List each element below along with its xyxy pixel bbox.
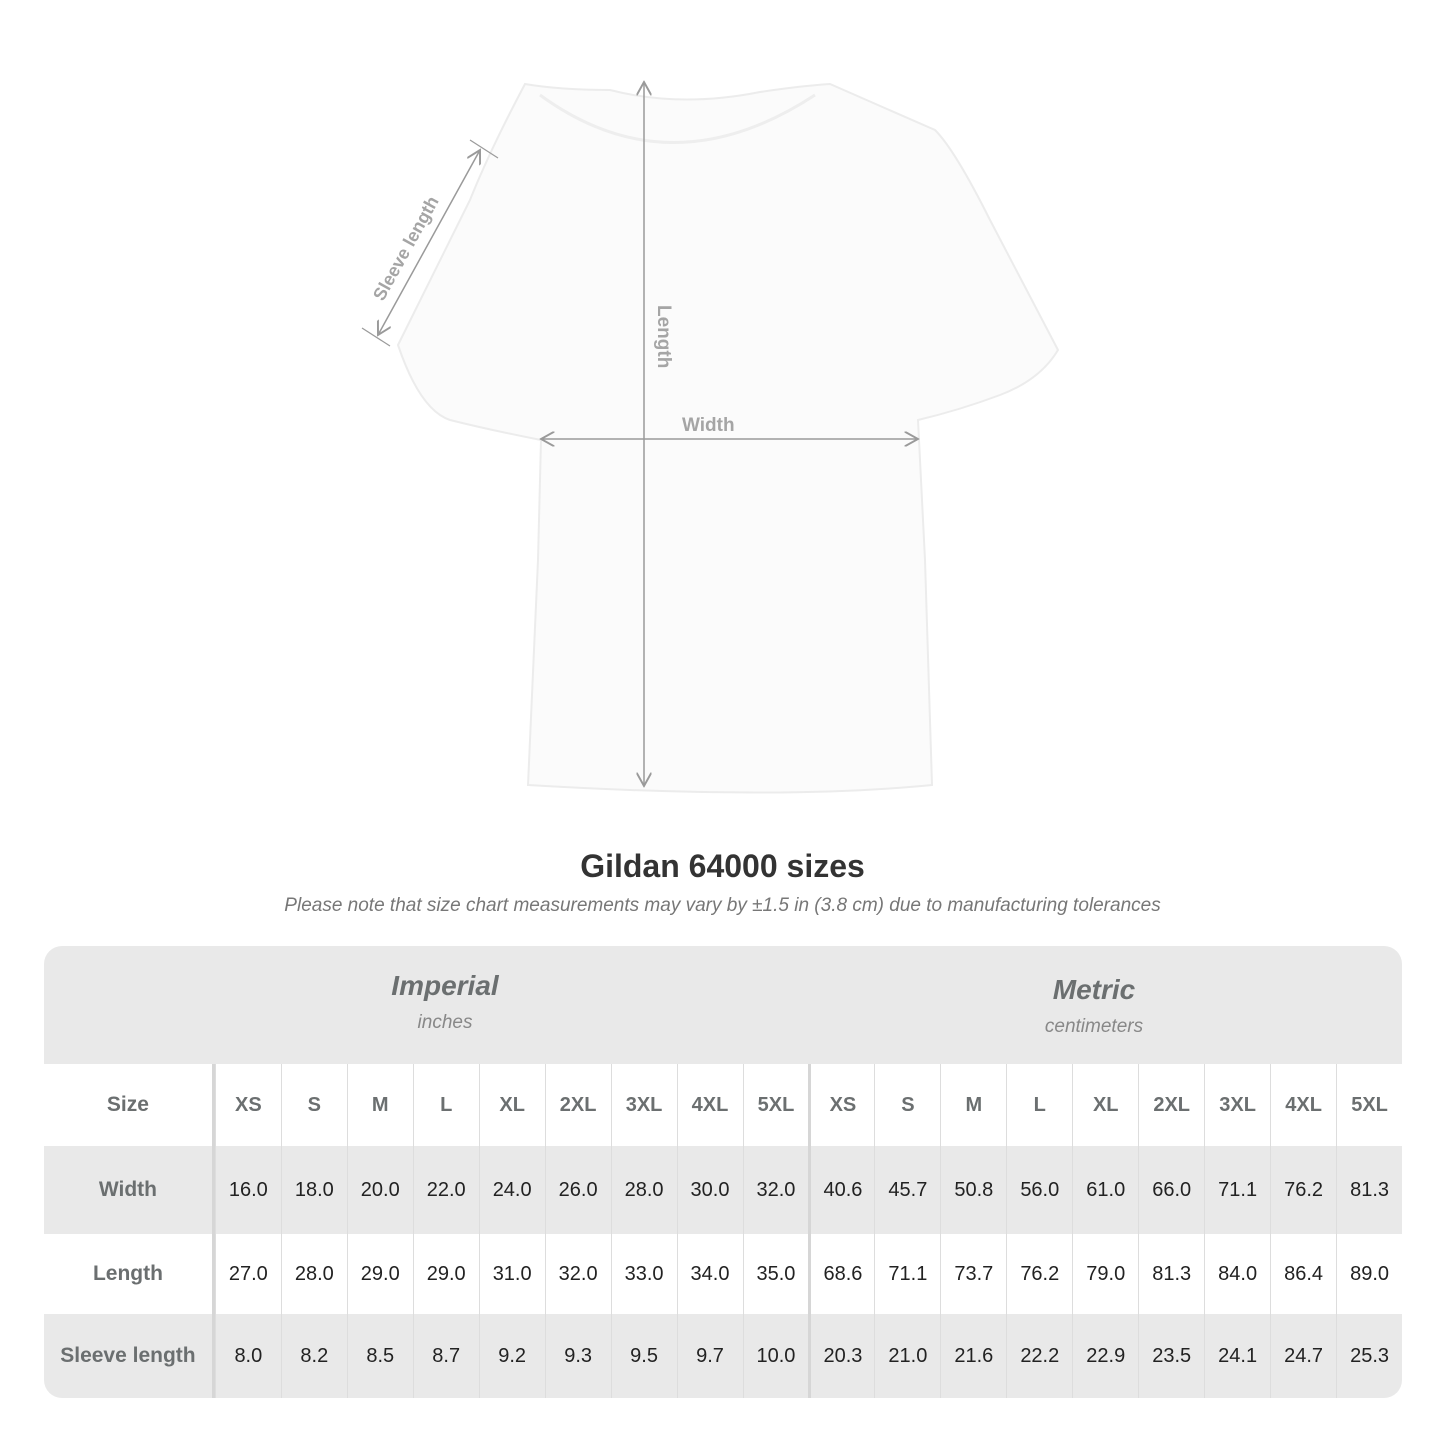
size-header-cell: 5XL bbox=[742, 1064, 809, 1146]
value-cell: 28.0 bbox=[610, 1146, 677, 1234]
value-cell: 8.7 bbox=[412, 1314, 479, 1398]
value-cell: 23.5 bbox=[1138, 1314, 1204, 1398]
size-header-row: Size XS S M L XL 2XL 3XL 4XL 5XL XS S M L XL 2XL 3XL 4XL 5… bbox=[44, 1064, 1402, 1146]
value-cell: 34.0 bbox=[676, 1234, 743, 1314]
value-cell: 31.0 bbox=[478, 1234, 545, 1314]
value-cell: 40.6 bbox=[808, 1146, 874, 1234]
value-cell: 20.0 bbox=[346, 1146, 413, 1234]
value-cell: 24.7 bbox=[1270, 1314, 1336, 1398]
imperial-header: Imperial inches bbox=[215, 970, 675, 1034]
size-header-cell: L bbox=[412, 1064, 479, 1146]
value-cell: 8.0 bbox=[214, 1314, 281, 1398]
value-cell: 76.2 bbox=[1270, 1146, 1336, 1234]
value-cell: 26.0 bbox=[544, 1146, 611, 1234]
value-cell: 22.2 bbox=[1006, 1314, 1072, 1398]
value-cell: 25.3 bbox=[1336, 1314, 1402, 1398]
value-cell: 9.3 bbox=[544, 1314, 611, 1398]
table-row: Sleeve length 8.0 8.2 8.5 8.7 9.2 9.3 9.5 9.7 10.… bbox=[44, 1314, 1402, 1398]
value-cell: 81.3 bbox=[1336, 1146, 1402, 1234]
metric-unit: centimeters bbox=[1044, 1016, 1144, 1037]
value-cell: 8.5 bbox=[346, 1314, 413, 1398]
value-cell: 24.0 bbox=[478, 1146, 545, 1234]
size-header-cell: XS bbox=[214, 1064, 281, 1146]
size-header-cell: 4XL bbox=[1270, 1064, 1336, 1146]
value-cell: 45.7 bbox=[874, 1146, 940, 1234]
value-cell: 32.0 bbox=[742, 1146, 809, 1234]
size-header-cell: 3XL bbox=[1204, 1064, 1270, 1146]
size-header-cell: XS bbox=[808, 1064, 874, 1146]
tshirt-diagram: Sleeve length Length Width bbox=[361, 0, 1060, 794]
size-table: Imperial inches Metric centimeters Size X… bbox=[44, 946, 1402, 1398]
value-cell: 8.2 bbox=[280, 1314, 347, 1398]
value-cell: 27.0 bbox=[214, 1234, 281, 1314]
width-label: Width bbox=[682, 415, 735, 436]
imperial-unit: inches bbox=[417, 1012, 473, 1033]
sleeve-arrow bbox=[378, 150, 480, 335]
value-cell: 9.2 bbox=[478, 1314, 545, 1398]
row-label: Length bbox=[44, 1234, 215, 1314]
size-header-cell: 2XL bbox=[1138, 1064, 1204, 1146]
value-cell: 21.6 bbox=[940, 1314, 1006, 1398]
value-cell: 18.0 bbox=[280, 1146, 347, 1234]
row-label: Width bbox=[44, 1146, 215, 1234]
value-cell: 81.3 bbox=[1138, 1234, 1204, 1314]
size-header-cell: S bbox=[280, 1064, 347, 1146]
size-header-cell: 4XL bbox=[676, 1064, 743, 1146]
value-cell: 66.0 bbox=[1138, 1146, 1204, 1234]
size-header-cell: 2XL bbox=[544, 1064, 611, 1146]
size-header-cell: 5XL bbox=[1336, 1064, 1402, 1146]
metric-header: Metric centimeters bbox=[864, 974, 1324, 1038]
value-cell: 10.0 bbox=[742, 1314, 809, 1398]
size-header-cell: 3XL bbox=[610, 1064, 677, 1146]
value-cell: 9.5 bbox=[610, 1314, 677, 1398]
row-label: Sleeve length bbox=[44, 1314, 215, 1398]
value-cell: 84.0 bbox=[1204, 1234, 1270, 1314]
value-cell: 22.0 bbox=[412, 1146, 479, 1234]
value-cell: 29.0 bbox=[346, 1234, 413, 1314]
value-cell: 30.0 bbox=[676, 1146, 743, 1234]
value-cell: 21.0 bbox=[874, 1314, 940, 1398]
imperial-title: Imperial bbox=[391, 970, 499, 1001]
value-cell: 71.1 bbox=[874, 1234, 940, 1314]
value-cell: 61.0 bbox=[1072, 1146, 1138, 1234]
value-cell: 32.0 bbox=[544, 1234, 611, 1314]
value-cell: 56.0 bbox=[1006, 1146, 1072, 1234]
value-cell: 68.6 bbox=[808, 1234, 874, 1314]
chart-title: Gildan 64000 sizes bbox=[580, 848, 865, 884]
value-cell: 73.7 bbox=[940, 1234, 1006, 1314]
value-cell: 71.1 bbox=[1204, 1146, 1270, 1234]
size-header-cell: XL bbox=[478, 1064, 545, 1146]
table-row: Width 16.0 18.0 20.0 22.0 24.0 26.0 28.0 30.0 32.… bbox=[44, 1146, 1402, 1234]
value-cell: 24.1 bbox=[1204, 1314, 1270, 1398]
value-cell: 22.9 bbox=[1072, 1314, 1138, 1398]
value-cell: 28.0 bbox=[280, 1234, 347, 1314]
metric-title: Metric bbox=[1052, 974, 1136, 1005]
unit-header: Imperial inches Metric centimeters bbox=[44, 946, 1402, 1064]
value-cell: 35.0 bbox=[742, 1234, 809, 1314]
size-header-cell: L bbox=[1006, 1064, 1072, 1146]
value-cell: 9.7 bbox=[676, 1314, 743, 1398]
size-header-cell: S bbox=[874, 1064, 940, 1146]
length-label: Length bbox=[653, 305, 674, 368]
value-cell: 20.3 bbox=[808, 1314, 874, 1398]
table-row: Length 27.0 28.0 29.0 29.0 31.0 32.0 33.0 34.0 35… bbox=[44, 1234, 1402, 1314]
size-header-cell: XL bbox=[1072, 1064, 1138, 1146]
value-cell: 16.0 bbox=[214, 1146, 281, 1234]
value-cell: 89.0 bbox=[1336, 1234, 1402, 1314]
size-header-cell: M bbox=[940, 1064, 1006, 1146]
value-cell: 50.8 bbox=[940, 1146, 1006, 1234]
size-header-cell: M bbox=[346, 1064, 413, 1146]
row-label: Size bbox=[44, 1064, 215, 1146]
value-cell: 76.2 bbox=[1006, 1234, 1072, 1314]
value-cell: 79.0 bbox=[1072, 1234, 1138, 1314]
value-cell: 86.4 bbox=[1270, 1234, 1336, 1314]
value-cell: 29.0 bbox=[412, 1234, 479, 1314]
tolerance-note: Please note that size chart measurements… bbox=[284, 895, 1161, 916]
value-cell: 33.0 bbox=[610, 1234, 677, 1314]
